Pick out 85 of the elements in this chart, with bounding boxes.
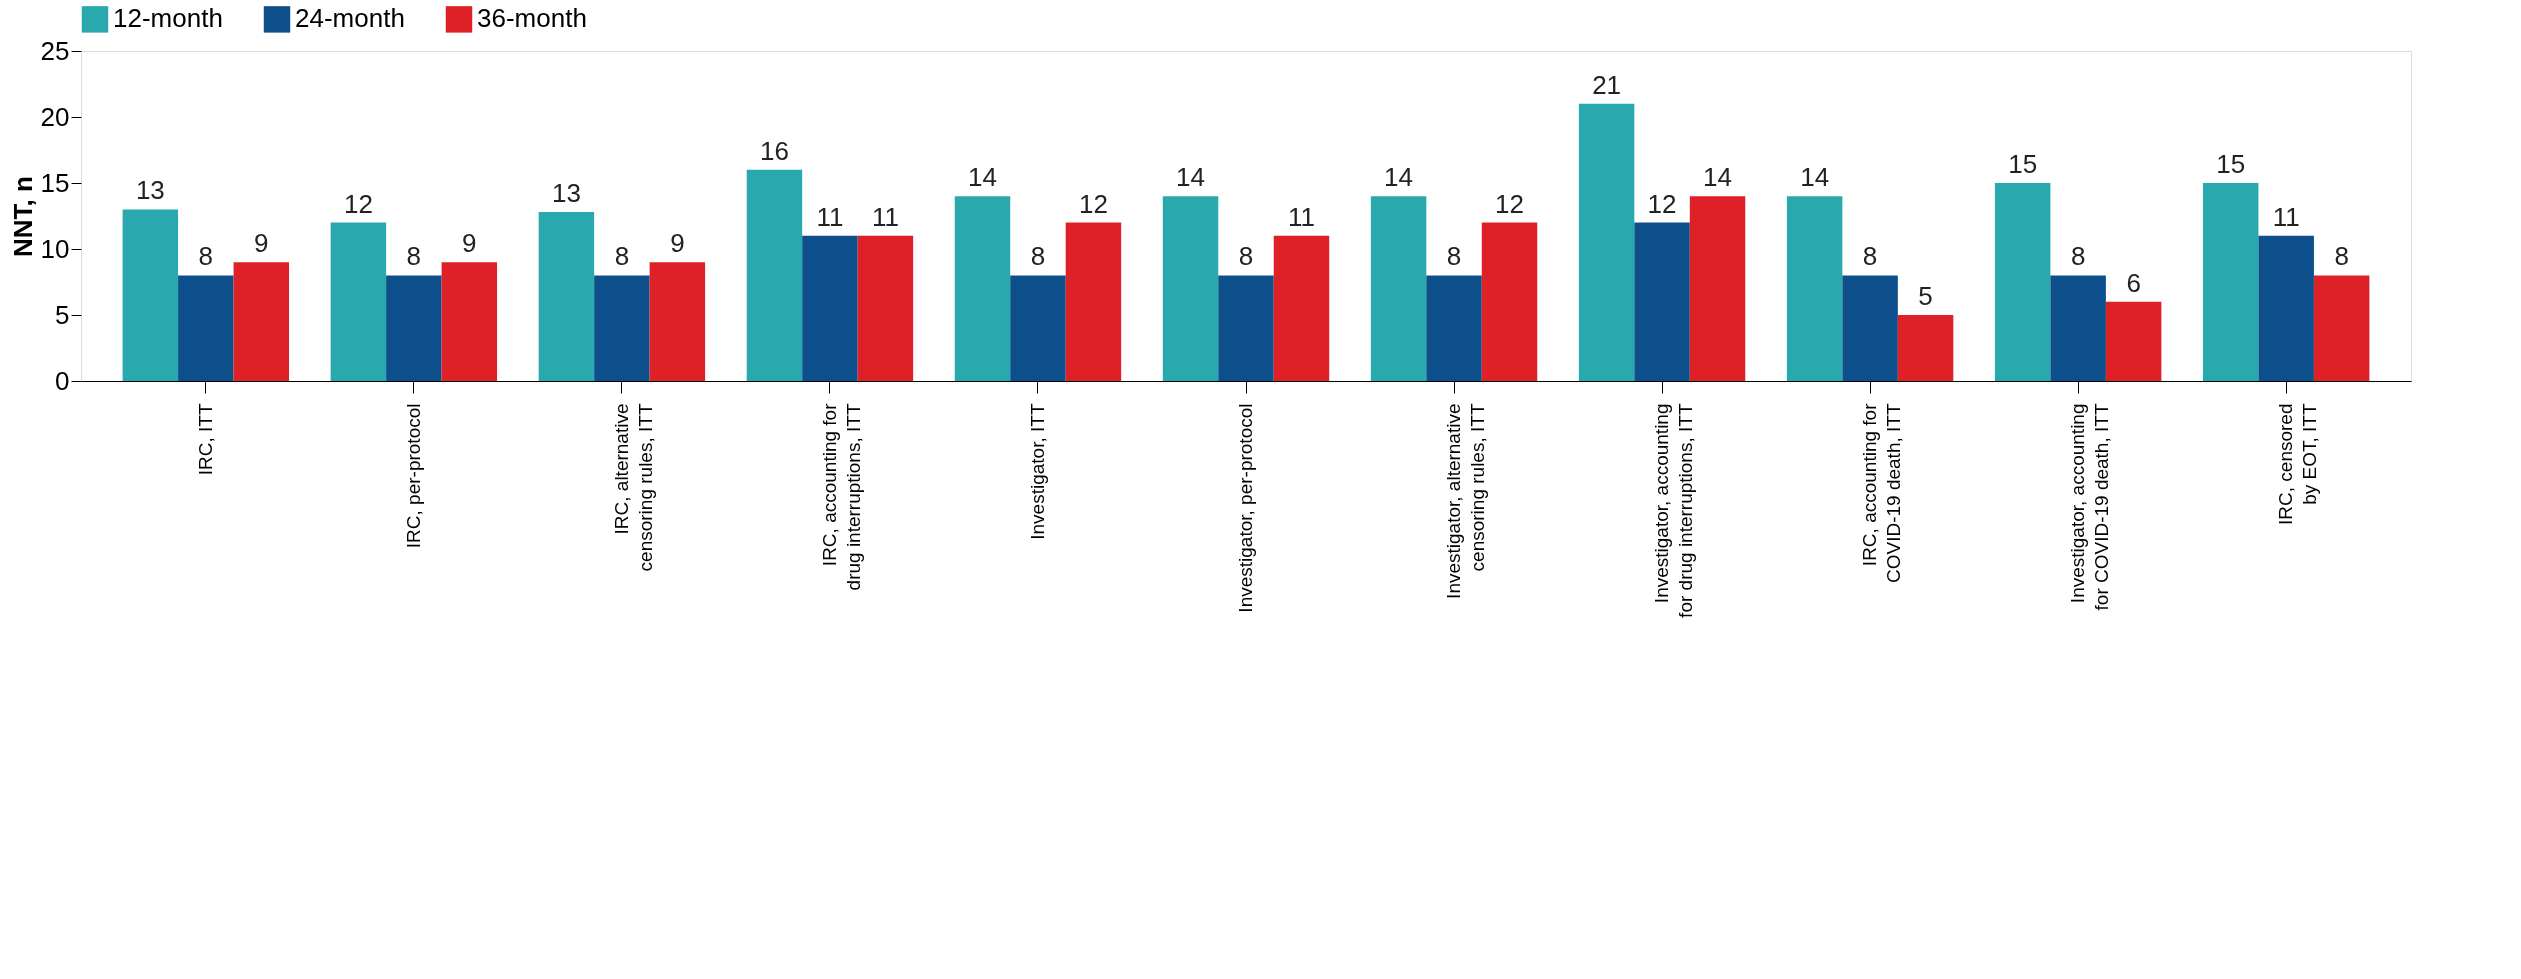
- bar: [233, 262, 290, 381]
- bar: [1786, 196, 1843, 381]
- data-label: 9: [670, 228, 685, 259]
- bar: [1426, 275, 1482, 381]
- bar: [802, 235, 858, 381]
- data-label: 13: [135, 175, 165, 206]
- data-label: 8: [2070, 241, 2086, 272]
- data-label: 11: [2272, 201, 2300, 232]
- data-label: 6: [2126, 267, 2141, 298]
- x-tick-label: Investigator, ITT: [1026, 403, 1048, 540]
- data-label: 11: [816, 201, 844, 232]
- bar: [1842, 275, 1898, 381]
- bar: [1994, 183, 2051, 381]
- y-tick-label: 20: [40, 101, 70, 132]
- data-label: 14: [1800, 162, 1830, 193]
- bar: [1481, 222, 1538, 381]
- bar: [178, 275, 234, 381]
- x-tick-label: IRC, censored by EOT, ITT: [2275, 403, 2321, 525]
- bar: [2313, 275, 2370, 381]
- bar: [1162, 196, 1219, 381]
- bar: [1370, 196, 1427, 381]
- x-tick-label: IRC, alternative censoring rules, ITT: [610, 403, 656, 572]
- legend-label: 24-month: [295, 3, 405, 34]
- bar: [2202, 183, 2259, 381]
- data-label: 8: [1238, 241, 1254, 272]
- data-label: 8: [1862, 241, 1878, 272]
- data-label: 12: [1078, 188, 1108, 219]
- bar: [1273, 235, 1330, 381]
- x-tick-label: Investigator, alternative censoring rules, ITT: [1443, 403, 1489, 599]
- bar: [386, 275, 442, 381]
- data-label: 5: [1918, 281, 1933, 311]
- y-tick-label: 0: [55, 365, 70, 396]
- data-label: 8: [1446, 241, 1462, 272]
- data-label: 8: [198, 241, 214, 272]
- bar: [1689, 196, 1746, 381]
- x-tick-label: IRC, per-protocol: [402, 403, 424, 549]
- bar: [538, 212, 595, 381]
- bar: [2050, 275, 2106, 381]
- bar: [441, 262, 498, 381]
- x-tick-label: IRC, ITT: [194, 403, 216, 476]
- bar: [954, 196, 1011, 381]
- data-label: 14: [1703, 162, 1733, 193]
- bar: [746, 169, 803, 381]
- data-label: 8: [406, 241, 422, 272]
- data-label: 14: [1176, 162, 1205, 193]
- data-label: 21: [1592, 69, 1622, 100]
- x-tick-label: Investigator, per-protocol: [1235, 403, 1256, 613]
- y-tick-label: 10: [40, 233, 70, 264]
- bar: [330, 222, 387, 381]
- data-label: 11: [1287, 201, 1315, 232]
- bar: [649, 262, 706, 381]
- data-label: 8: [2334, 241, 2349, 272]
- bar: [1897, 315, 1954, 381]
- bar: [1065, 222, 1122, 381]
- bar: [1010, 275, 1066, 381]
- data-label: 14: [968, 162, 997, 193]
- bar: [2258, 235, 2314, 381]
- data-label: 14: [1384, 162, 1414, 193]
- legend-label: 36-month: [477, 3, 587, 34]
- data-label: 15: [2008, 149, 2038, 179]
- bar: [1634, 222, 1690, 381]
- data-label: 12: [1647, 188, 1677, 219]
- data-label: 11: [871, 201, 899, 232]
- data-label: 9: [462, 228, 477, 259]
- data-label: 12: [1495, 188, 1524, 219]
- data-label: 8: [614, 241, 630, 272]
- bar: [594, 275, 650, 381]
- data-label: 12: [343, 188, 373, 219]
- data-label: 13: [551, 178, 581, 209]
- bar: [857, 235, 914, 381]
- x-tick-label: Investigator, accounting for COVID-19 death, ITT: [2067, 403, 2113, 611]
- y-tick-label: 25: [40, 35, 70, 66]
- y-axis-title: NNT, n: [7, 176, 38, 257]
- data-label: 15: [2216, 149, 2246, 179]
- y-tick-label: 15: [40, 167, 70, 198]
- data-label: 8: [1030, 241, 1046, 272]
- bar: [2105, 301, 2162, 381]
- legend-label: 12-month: [113, 3, 223, 34]
- x-tick-label: IRC, accounting for COVID-19 death, ITT: [1859, 402, 1905, 584]
- bar: [1218, 275, 1274, 381]
- y-tick-label: 5: [55, 299, 70, 330]
- bar: [122, 209, 179, 381]
- data-label: 9: [254, 228, 269, 259]
- data-label: 16: [759, 135, 789, 166]
- bar: [1578, 103, 1635, 381]
